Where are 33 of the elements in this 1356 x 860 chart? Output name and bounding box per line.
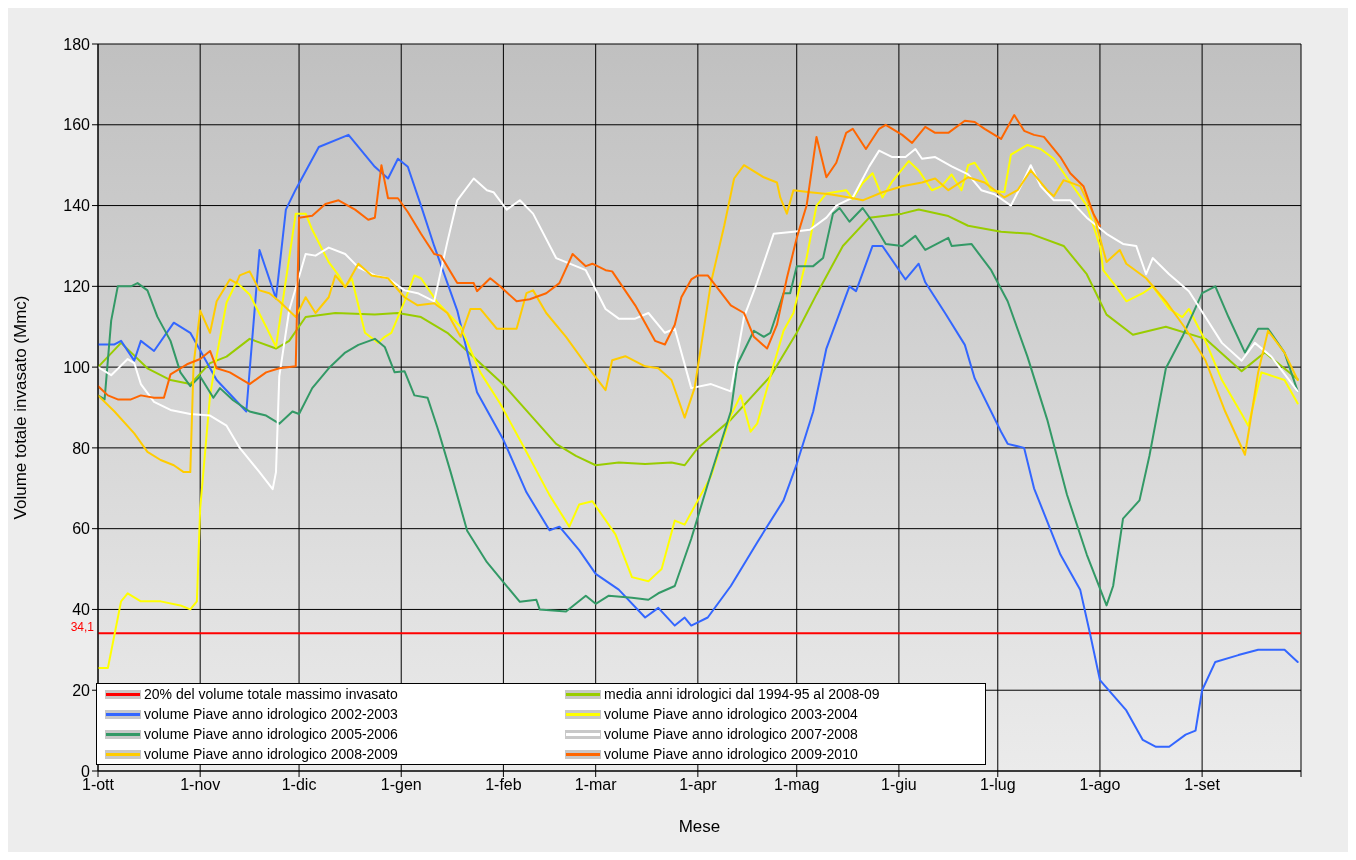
x-tick-label: 1-mag: [774, 776, 820, 794]
x-tick-label: 1-set: [1184, 776, 1221, 794]
annotation: 34,1: [70, 619, 95, 634]
x-tick-label: 1-gen: [380, 776, 422, 794]
x-tick-label: 1-feb: [485, 776, 522, 794]
legend-label: media anni idrologici dal 1994-95 al 2008-09: [604, 686, 880, 702]
x-tick-label: 1-apr: [679, 776, 718, 794]
y-tick-label: 100: [63, 358, 91, 376]
y-tick-label: 120: [63, 278, 91, 296]
x-tick-label: 1-nov: [180, 776, 221, 794]
legend-label: volume Piave anno idrologico 2008-2009: [144, 746, 398, 762]
y-tick-label: 40: [72, 601, 91, 619]
x-tick-label: 1-giu: [881, 776, 917, 794]
line-series: [98, 114, 1101, 401]
legend-label: volume Piave anno idrologico 2005-2006: [144, 726, 398, 742]
y-tick-label: 20: [72, 681, 91, 699]
legend-label: volume Piave anno idrologico 2007-2008: [604, 726, 858, 742]
y-tick-label: 60: [72, 520, 91, 538]
x-tick-label: 1-ago: [1079, 776, 1121, 794]
y-axis-title: Volume totale invasato (Mmc): [11, 295, 31, 520]
legend-label: volume Piave anno idrologico 2002-2003: [144, 706, 398, 722]
x-tick-label: 1-lug: [979, 776, 1016, 794]
y-tick-label: 80: [72, 439, 91, 457]
y-tick-label: 180: [63, 35, 91, 53]
y-tick-label: 140: [63, 197, 91, 215]
x-tick-label: 1-ott: [81, 776, 115, 794]
x-tick-label: 1-dic: [281, 776, 317, 794]
x-tick-label: 1-mar: [574, 776, 618, 794]
legend-label: volume Piave anno idrologico 2009-2010: [604, 746, 858, 762]
legend-label: 20% del volume totale massimo invasato: [144, 686, 398, 702]
y-tick-label: 160: [63, 116, 91, 134]
x-axis-title: Mese: [678, 817, 721, 836]
legend-label: volume Piave anno idrologico 2003-2004: [604, 706, 858, 722]
